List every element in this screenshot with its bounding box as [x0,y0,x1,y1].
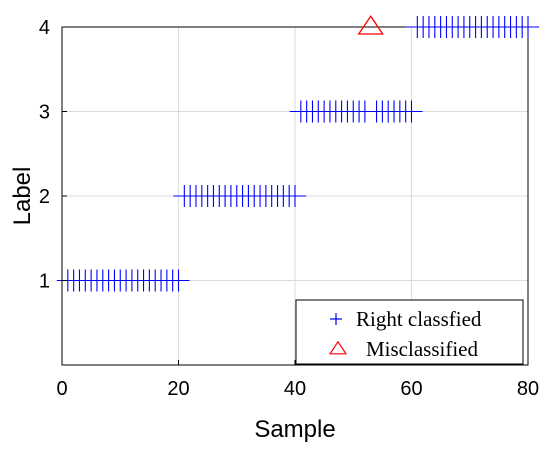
triangle-marker [357,15,384,35]
legend-plus-icon [330,313,342,325]
x-tick-label: 0 [56,378,67,400]
plus-marker [517,16,539,38]
series-layer [56,15,539,292]
x-tick-label: 80 [517,378,539,400]
plus-marker [284,185,306,207]
plus-marker [400,100,423,123]
legend-triangle-icon [328,340,348,355]
legend: Right classfied Misclassified [295,299,524,365]
y-tick-label: 1 [39,271,50,293]
x-axis-ticks: 0 20 40 60 80 [56,360,539,400]
x-tick-label: 20 [167,378,189,400]
x-axis-label: Sample [254,416,335,443]
x-tick-label: 60 [400,378,422,400]
y-tick-label: 2 [39,186,50,208]
y-axis-ticks: 1 2 3 4 [39,17,67,293]
y-axis-label: Label [9,167,36,226]
x-tick-label: 40 [284,378,306,400]
y-tick-label: 3 [39,102,50,124]
legend-entry-right-classified: Right classfied [356,307,482,331]
legend-entry-misclassified: Misclassified [366,337,478,361]
y-tick-label: 4 [39,17,50,39]
plus-marker [167,269,190,292]
